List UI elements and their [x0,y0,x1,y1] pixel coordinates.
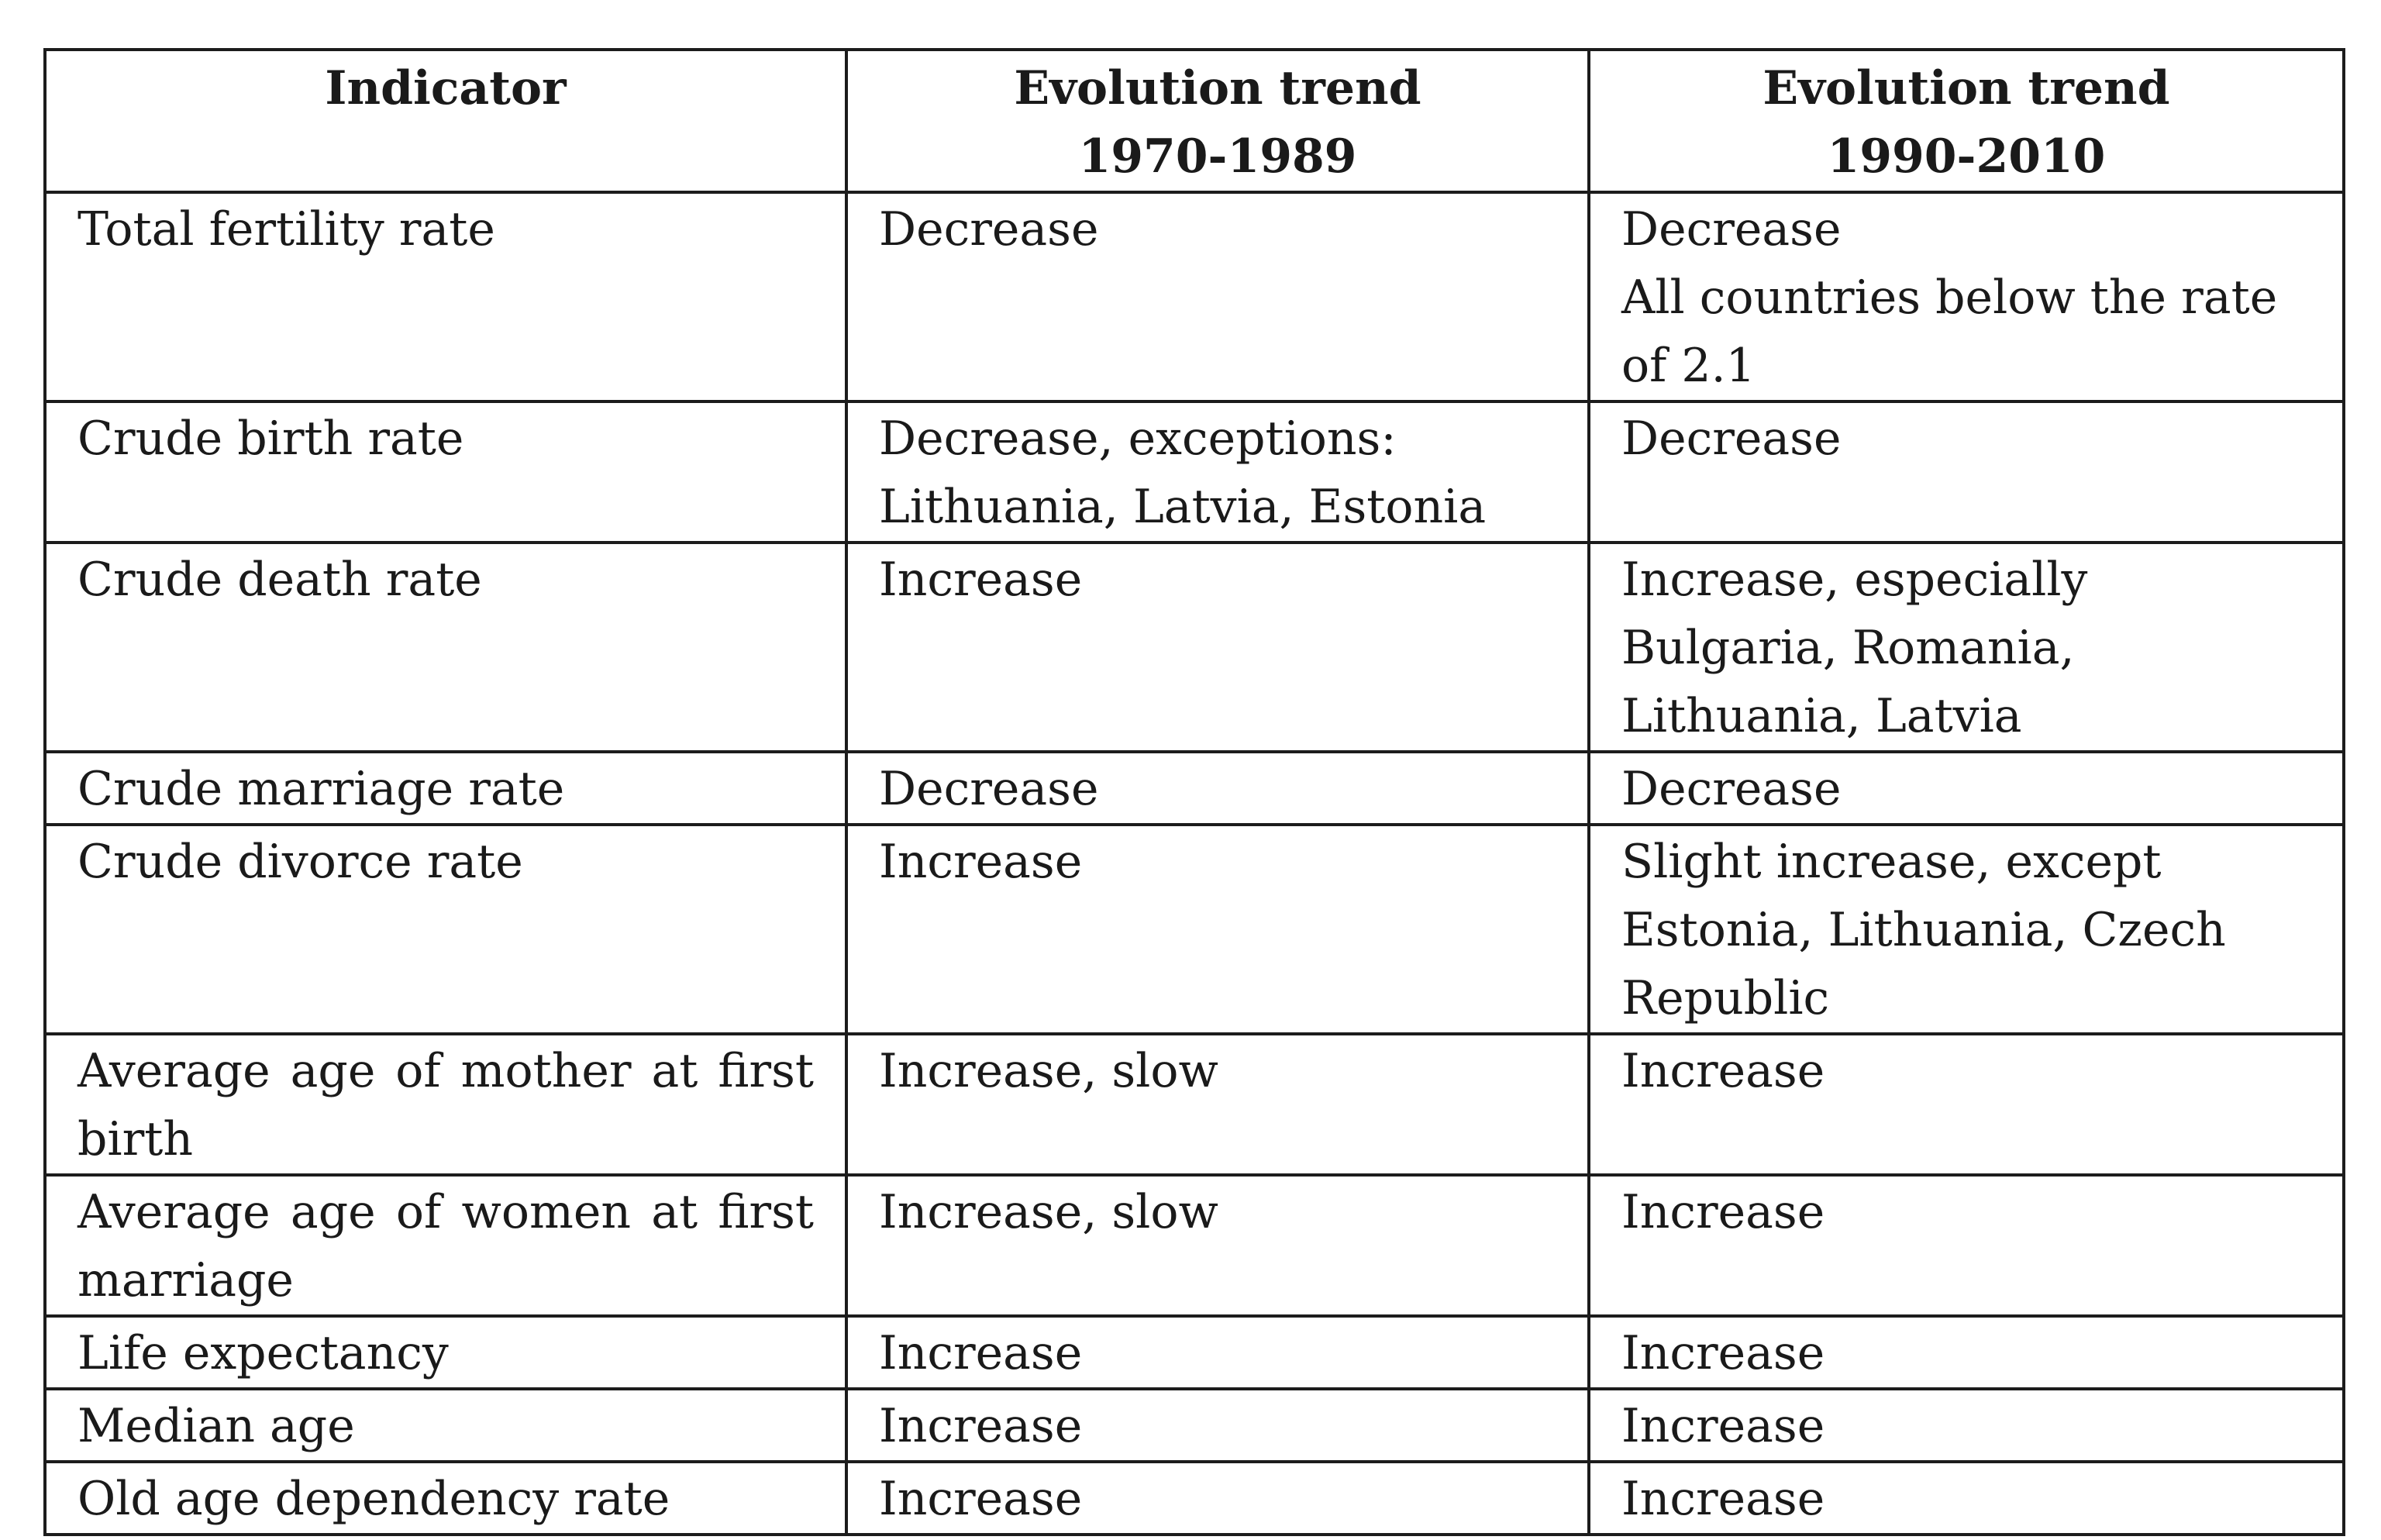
trend-1990-2010-cell: Increase [1587,1387,2345,1463]
trend-1990-2010-note: All countries below the rate of 2.1 [1621,270,2278,393]
trend-1970-1989-cell: Decrease [845,750,1590,826]
header-indicator: Indicator [43,48,848,194]
indicator-cell: Crude death rate [43,541,848,753]
header-trend-1990-2010-line-2: 1990-2010 [1827,129,2106,184]
header-trend-1990-2010: Evolution trend 1990-2010 [1587,48,2345,194]
indicator-cell: Crude divorce rate [43,823,848,1035]
trend-1990-2010-cell: Decrease [1587,750,2345,826]
table-row: Average age of women at first marriage I… [43,1173,2345,1318]
table-row: Crude divorce rate Increase Slight incre… [43,823,2345,1035]
table-header: Indicator Evolution trend 1970-1989 Evol… [43,48,2345,194]
trend-1990-2010-cell: Increase [1587,1314,2345,1390]
header-trend-1970-1989-line-2: 1970-1989 [1078,129,1357,184]
trend-1970-1989-cell: Increase, slow [845,1032,1590,1177]
trend-1990-2010-cell: Decrease [1587,400,2345,544]
table-row: Average age of mother at first birth Inc… [43,1032,2345,1177]
indicator-cell: Average age of women at first marriage [43,1173,848,1318]
trend-1970-1989-cell: Increase, slow [845,1173,1590,1318]
table-row: Crude death rate Increase Increase, espe… [43,541,2345,753]
indicator-cell: Total fertility rate [43,191,848,403]
trend-1990-2010-cell: Increase [1587,1173,2345,1318]
header-trend-1970-1989-line-1: Evolution trend [1014,61,1421,115]
evolution-trend-table: Indicator Evolution trend 1970-1989 Evol… [43,48,2345,1536]
header-indicator-line: Indicator [325,61,567,115]
trend-1990-2010-cell: Increase [1587,1460,2345,1536]
table-row: Crude birth rate Decrease, exceptions: L… [43,400,2345,544]
trend-1990-2010-cell: Increase, especially Bulgaria, Romania, … [1587,541,2345,753]
trend-1970-1989-cell: Decrease [845,191,1590,403]
table-row: Old age dependency rate Increase Increas… [43,1460,2345,1536]
trend-1970-1989-cell: Increase [845,1460,1590,1536]
header-row: Indicator Evolution trend 1970-1989 Evol… [43,48,2345,194]
header-trend-1990-2010-line-1: Evolution trend [1762,61,2170,115]
table-row: Life expectancy Increase Increase [43,1314,2345,1390]
trend-1990-2010-cell: Increase [1587,1032,2345,1177]
trend-1970-1989-cell: Increase [845,823,1590,1035]
table-body: Total fertility rate Decrease Decrease A… [43,191,2345,1536]
indicator-cell: Crude marriage rate [43,750,848,826]
table-row: Median age Increase Increase [43,1387,2345,1463]
table-row: Total fertility rate Decrease Decrease A… [43,191,2345,403]
header-trend-1970-1989: Evolution trend 1970-1989 [845,48,1590,194]
table-row: Crude marriage rate Decrease Decrease [43,750,2345,826]
indicator-cell: Old age dependency rate [43,1460,848,1536]
trend-1970-1989-cell: Increase [845,1387,1590,1463]
indicator-cell: Crude birth rate [43,400,848,544]
trend-1990-2010-cell: Decrease All countries below the rate of… [1587,191,2345,403]
trend-1990-2010-cell: Slight increase, except Estonia, Lithuan… [1587,823,2345,1035]
indicator-cell: Average age of mother at first birth [43,1032,848,1177]
trend-1970-1989-cell: Decrease, exceptions: Lithuania, Latvia,… [845,400,1590,544]
trend-1970-1989-cell: Increase [845,541,1590,753]
trend-1970-1989-cell: Increase [845,1314,1590,1390]
trend-1990-2010-line: Decrease [1621,202,1842,257]
indicator-cell: Median age [43,1387,848,1463]
indicator-cell: Life expectancy [43,1314,848,1390]
